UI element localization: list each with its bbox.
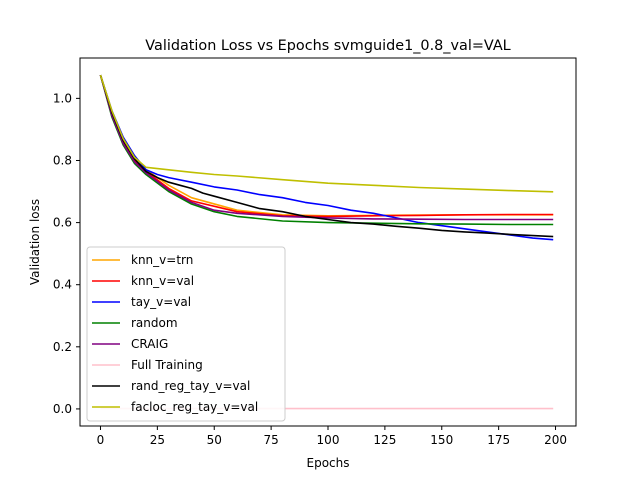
x-tick-label: 150 xyxy=(430,433,453,447)
x-tick-label: 200 xyxy=(544,433,567,447)
x-tick-label: 75 xyxy=(263,433,278,447)
series-line-knn-v-val xyxy=(99,74,554,218)
x-axis-label: Epochs xyxy=(307,456,350,470)
y-tick-label: 0.2 xyxy=(53,340,72,354)
series-line-facloc-reg-tay-v-val xyxy=(99,74,554,193)
legend-box xyxy=(86,246,286,422)
legend-label: rand_reg_tay_v=val xyxy=(131,379,250,393)
legend-label: random xyxy=(131,316,178,330)
series-line-rand-reg-tay-v-val xyxy=(99,74,554,238)
y-tick-label: 0.4 xyxy=(53,278,72,292)
x-tick-label: 50 xyxy=(207,433,222,447)
series-line-craig xyxy=(99,74,554,221)
x-tick-label: 25 xyxy=(150,433,165,447)
y-tick-label: 0.6 xyxy=(53,216,72,230)
chart-title: Validation Loss vs Epochs svmguide1_0.8_… xyxy=(145,38,510,54)
legend-label: Full Training xyxy=(131,358,203,372)
y-tick-label: 0.0 xyxy=(53,402,72,416)
x-tick-label: 100 xyxy=(317,433,340,447)
legend-label: CRAIG xyxy=(131,337,168,351)
y-tick-label: 0.8 xyxy=(53,153,72,167)
x-tick-label: 125 xyxy=(373,433,396,447)
legend-label: knn_v=trn xyxy=(131,253,193,267)
legend-label: knn_v=val xyxy=(131,274,194,288)
legend-label: tay_v=val xyxy=(131,295,191,309)
series-line-random xyxy=(99,74,554,226)
x-tick-label: 0 xyxy=(97,433,105,447)
series-line-tay-v-val xyxy=(99,74,554,241)
series-lines xyxy=(99,74,554,410)
x-tick-label: 175 xyxy=(487,433,510,447)
legend-label: facloc_reg_tay_v=val xyxy=(131,400,258,414)
y-axis-label: Validation loss xyxy=(28,199,42,285)
y-tick-label: 1.0 xyxy=(53,91,72,105)
axes: 0 25 50 75 100 125 150 175 200 0.0 0.2 0.4 0.6 0.8 1.0 xyxy=(53,57,577,447)
